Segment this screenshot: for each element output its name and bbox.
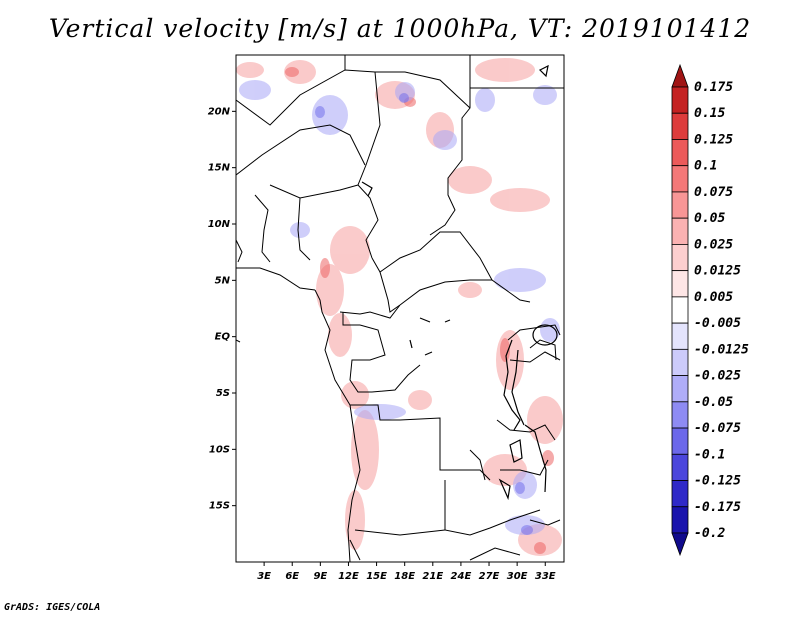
colorbar-swatch	[671, 86, 689, 114]
map-frame	[235, 54, 565, 563]
colorbar-swatch	[671, 244, 689, 272]
colorbar-label: 0.005	[694, 290, 733, 305]
y-tick-label: 15S	[209, 501, 230, 512]
colorbar-swatch	[671, 296, 689, 324]
colorbar-swatch	[671, 112, 689, 140]
y-tick-label: 15N	[208, 163, 231, 174]
colorbar-swatch	[671, 348, 689, 376]
x-tick-label: 30E	[507, 571, 528, 582]
x-tick-label: 21E	[422, 571, 443, 582]
x-tick-label: 18E	[394, 571, 415, 582]
colorbar-swatch	[671, 480, 689, 508]
colorbar-label: -0.005	[694, 316, 741, 331]
x-tick-label: 15E	[366, 571, 387, 582]
colorbar-label: 0.0125	[694, 264, 741, 279]
colorbar-swatch	[671, 532, 689, 557]
colorbar-label: -0.0125	[694, 342, 749, 357]
colorbar-label: -0.2	[694, 526, 725, 541]
x-tick-label: 9E	[313, 571, 327, 582]
colorbar-label: -0.125	[694, 474, 741, 489]
y-tick-label: EQ	[215, 332, 231, 343]
colorbar-label: 0.1	[694, 159, 717, 174]
x-tick-label: 12E	[338, 571, 359, 582]
colorbar-label: 0.175	[694, 80, 733, 95]
colorbar-label: -0.05	[694, 395, 733, 410]
colorbar-swatch	[671, 427, 689, 455]
colorbar-label: 0.025	[694, 237, 733, 252]
grads-credit: GrADS: IGES/COLA	[4, 602, 101, 613]
x-axis: 3E 6E 9E 12E 15E 18E 21E 24E 27E 30E 33E	[257, 562, 556, 582]
x-tick-label: 27E	[479, 571, 500, 582]
x-tick-label: 24E	[451, 571, 472, 582]
colorbar-label: 0.075	[694, 185, 733, 200]
colorbar-label: -0.025	[694, 369, 741, 384]
colorbar-label: 0.125	[694, 132, 733, 147]
colorbar-swatch	[671, 506, 689, 534]
y-tick-label: 5S	[216, 388, 230, 399]
colorbar-label: -0.075	[694, 421, 741, 436]
colorbar-swatch	[671, 63, 689, 88]
colorbar-swatch	[671, 191, 689, 219]
colorbar-label: -0.1	[694, 447, 725, 462]
y-tick-label: 10N	[208, 219, 231, 230]
y-tick-label: 20N	[208, 106, 231, 117]
y-axis: 20N 15N 10N 5N EQ 5S 10S 15S	[208, 106, 236, 512]
x-tick-label: 33E	[535, 571, 556, 582]
colorbar-label: 0.15	[694, 106, 725, 121]
y-tick-label: 10S	[209, 444, 230, 455]
colorbar-swatch	[671, 165, 689, 193]
x-tick-label: 6E	[285, 571, 299, 582]
colorbar-swatch	[671, 217, 689, 245]
colorbar-swatch	[671, 375, 689, 403]
colorbar-label: 0.05	[694, 211, 725, 226]
y-tick-label: 5N	[215, 275, 231, 286]
map-title: Vertical velocity [m/s] at 1000hPa, VT: …	[48, 14, 752, 43]
x-tick-label: 3E	[257, 571, 271, 582]
colorbar-swatch	[671, 270, 689, 298]
colorbar-swatch	[671, 139, 689, 167]
colorbar: 0.175 0.15 0.125 0.1 0.075 0.05 0.025 0.0125 0.0…	[671, 63, 749, 557]
colorbar-swatch	[671, 401, 689, 429]
colorbar-swatch	[671, 453, 689, 481]
colorbar-label: -0.175	[694, 500, 741, 515]
velocity-field	[236, 55, 564, 562]
colorbar-swatch	[671, 322, 689, 350]
